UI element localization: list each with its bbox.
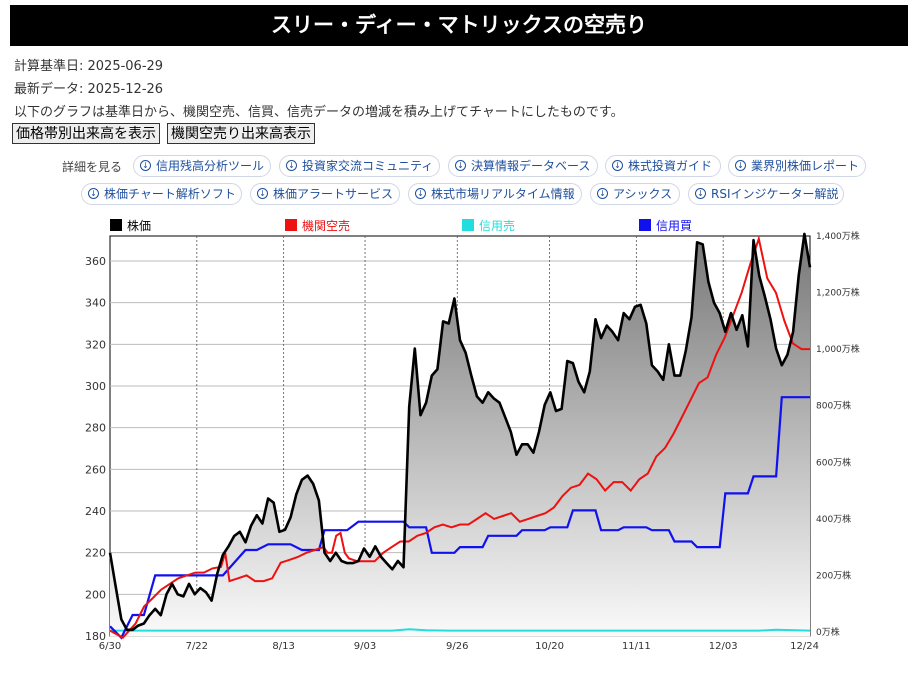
y-left-tick-label: 220 xyxy=(85,547,106,560)
legend-margin-sell-swatch xyxy=(462,219,474,231)
x-tick-label: 6/30 xyxy=(99,641,121,652)
page-title: スリー・ディー・マトリックスの空売り xyxy=(10,5,908,46)
axes: 180 200 220 240 260 280 300 320 340 360 0万株 200万株 40… xyxy=(85,230,860,652)
y-left-tick-label: 280 xyxy=(85,422,106,435)
calc-date: 計算基準日: 2025-06-29 xyxy=(14,59,164,74)
link-label: 株式市場リアルタイム情報 xyxy=(431,187,575,201)
grid xyxy=(110,236,810,637)
legend: 株価 機関空売 信用売 信用買 xyxy=(110,218,692,233)
link-label: アシックス xyxy=(613,187,673,201)
link-earnings-database[interactable]: ↓ 決算情報データベース xyxy=(448,155,598,177)
y-right-tick-label: 1,200万株 xyxy=(816,287,860,299)
y-left-tick-label: 180 xyxy=(85,630,106,643)
legend-margin-buy-swatch xyxy=(639,219,651,231)
link-investment-guide[interactable]: ↓ 株式投資ガイド xyxy=(605,155,721,177)
price-area xyxy=(110,233,810,636)
y-left-tick-label: 200 xyxy=(85,588,106,601)
link-investor-community[interactable]: ↓ 投資家交流コミュニティ xyxy=(279,155,440,177)
arrow-circle-icon: ↓ xyxy=(597,188,608,199)
x-tick-label: 12/03 xyxy=(709,641,738,652)
x-tick-label: 9/26 xyxy=(446,641,468,652)
link-label: RSIインジケーター解説 xyxy=(711,187,839,201)
y-right-tick-label: 1,000万株 xyxy=(816,343,860,355)
y-left-tick-label: 300 xyxy=(85,380,106,393)
more-label: 詳細を見る xyxy=(62,160,123,174)
x-tick-label: 10/20 xyxy=(535,641,564,652)
y-right-tick-label: 200万株 xyxy=(816,569,851,581)
arrow-circle-icon: ↓ xyxy=(140,160,151,171)
link-label: 業界別株価レポート xyxy=(751,159,860,173)
legend-price-swatch xyxy=(110,219,122,231)
link-label: 株価アラートサービス xyxy=(273,187,394,201)
link-label: 株価チャート解析ソフト xyxy=(104,187,236,201)
legend-institutional-short-swatch xyxy=(285,219,297,231)
price-area-fill xyxy=(110,233,810,636)
legend-margin-sell-label: 信用売 xyxy=(479,218,515,233)
arrow-circle-icon: ↓ xyxy=(257,188,268,199)
arrow-circle-icon: ↓ xyxy=(88,188,99,199)
price-volume-button[interactable]: 価格帯別出来高を表示 xyxy=(12,123,160,144)
legend-price-label: 株価 xyxy=(127,218,151,233)
x-tick-label: 9/03 xyxy=(354,641,376,652)
series-lines xyxy=(108,232,812,640)
x-tick-label: 11/11 xyxy=(622,641,651,652)
link-industry-report[interactable]: ↓ 業界別株価レポート xyxy=(728,155,866,177)
legend-margin-buy-label: 信用買 xyxy=(656,219,692,233)
link-rsi-guide[interactable]: ↓ RSIインジケーター解説 xyxy=(688,183,844,205)
x-tick-label: 12/24 xyxy=(790,641,819,652)
plot-area xyxy=(109,235,811,637)
y-right-tick-label: 600万株 xyxy=(816,456,851,468)
price-line xyxy=(108,232,812,632)
link-chart-software[interactable]: ↓ 株価チャート解析ソフト xyxy=(81,183,242,205)
short-volume-button[interactable]: 機関空売り出来高表示 xyxy=(167,123,315,144)
link-label: 投資家交流コミュニティ xyxy=(302,159,434,173)
x-tick-label: 8/13 xyxy=(272,641,294,652)
arrow-circle-icon: ↓ xyxy=(612,160,623,171)
margin-buy-line xyxy=(109,396,810,640)
arrow-circle-icon: ↓ xyxy=(415,188,426,199)
link-alert-service[interactable]: ↓ 株価アラートサービス xyxy=(250,183,400,205)
arrow-circle-icon: ↓ xyxy=(735,160,746,171)
y-left-tick-label: 240 xyxy=(85,505,106,518)
chart-description: 以下のグラフは基準日から、機関空売、信買、信売データの増減を積み上げてチャートに… xyxy=(14,105,624,120)
link-label: 決算情報データベース xyxy=(471,159,591,173)
x-tick-label: 7/22 xyxy=(186,641,208,652)
y-right-tick-label: 800万株 xyxy=(816,400,851,412)
arrow-circle-icon: ↓ xyxy=(695,188,706,199)
latest-date: 最新データ: 2025-12-26 xyxy=(14,82,164,97)
margin-sell-line xyxy=(110,628,811,632)
institutional-short-line xyxy=(109,235,810,639)
y-right-tick-label: 400万株 xyxy=(816,513,851,525)
y-left-tick-label: 340 xyxy=(85,297,106,310)
y-right-tick-label: 1,400万株 xyxy=(816,230,860,242)
link-margin-analysis[interactable]: ↓ 信用残高分析ツール xyxy=(133,155,271,177)
link-label: 信用残高分析ツール xyxy=(156,159,265,173)
link-realtime-info[interactable]: ↓ 株式市場リアルタイム情報 xyxy=(408,183,582,205)
y-right-tick-label: 0万株 xyxy=(816,626,840,638)
y-left-tick-label: 360 xyxy=(85,255,106,268)
y-left-tick-label: 260 xyxy=(85,463,106,476)
arrow-circle-icon: ↓ xyxy=(286,160,297,171)
y-left-tick-label: 320 xyxy=(85,338,106,351)
link-asics[interactable]: ↓ アシックス xyxy=(590,183,680,205)
legend-institutional-short-label: 機関空売 xyxy=(302,218,350,233)
arrow-circle-icon: ↓ xyxy=(455,160,466,171)
link-label: 株式投資ガイド xyxy=(628,159,713,173)
